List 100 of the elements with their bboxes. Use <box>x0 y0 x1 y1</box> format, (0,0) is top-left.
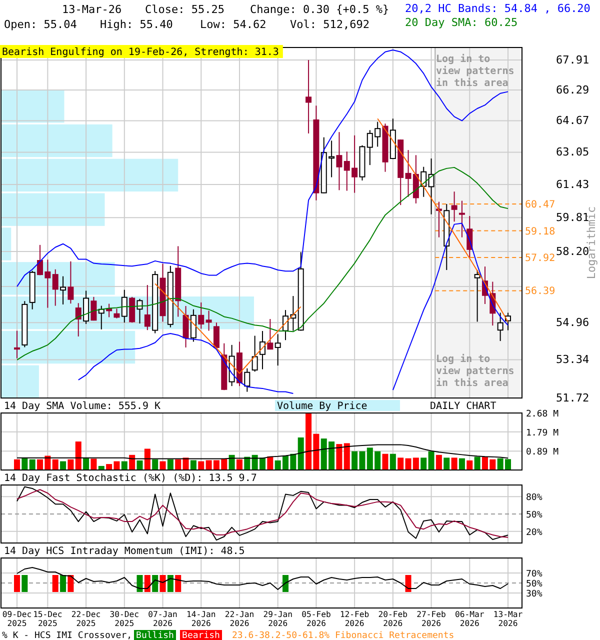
line-series <box>16 567 508 590</box>
bar <box>1 365 39 398</box>
text: Close: 55.25 <box>145 3 224 16</box>
bar <box>90 458 97 470</box>
candlestick <box>274 334 281 366</box>
text: Change: 0.30 {+0.5 %} <box>250 3 390 16</box>
candlestick <box>136 298 143 324</box>
candlestick <box>206 310 212 332</box>
y-tick-label: 54.96 <box>556 316 590 330</box>
text: Low: 54.62 <box>200 18 266 31</box>
x-tick-label: 09-Dec 2025 <box>2 609 32 628</box>
bar <box>83 458 90 470</box>
candlestick <box>75 302 82 337</box>
candlestick <box>83 290 90 324</box>
ref-line-label: 57.92 <box>525 253 556 264</box>
candlestick <box>121 289 128 324</box>
y-tick-label: 0.89 M <box>526 448 560 458</box>
text: DAILY CHART <box>430 401 496 412</box>
y-tick-label: 50% <box>526 510 543 520</box>
bar <box>14 459 20 470</box>
x-tick-label: 05-Feb 2026 <box>302 609 331 628</box>
text: Open: 55.04 <box>4 18 78 31</box>
candlestick <box>260 330 266 370</box>
candlestick <box>306 60 312 134</box>
x-tick-label: 20-Feb 2026 <box>378 609 408 628</box>
candlestick <box>267 318 274 350</box>
bar <box>344 443 350 470</box>
bar <box>52 459 58 470</box>
bar <box>428 451 434 470</box>
candlestick <box>505 312 511 331</box>
text: 20 Day SMA: 60.25 <box>405 16 518 29</box>
x-tick-label: 14-Jan 2026 <box>186 609 216 628</box>
y-tick-label: 20% <box>526 528 543 538</box>
y-tick-label: 50% <box>526 580 543 590</box>
bar <box>382 454 388 470</box>
y-tick-label: 58.20 <box>556 245 590 258</box>
bar <box>60 461 66 470</box>
line-series <box>16 444 508 460</box>
x-tick-label: 29-Jan 2026 <box>263 609 293 628</box>
bar <box>152 459 158 470</box>
annotation: Log in to view patterns in this area <box>436 353 514 389</box>
bar <box>466 460 473 470</box>
y-tick-label: 67.91 <box>556 54 590 67</box>
y-tick-label: 80% <box>526 493 543 504</box>
bar <box>474 456 480 470</box>
bar <box>1 330 136 364</box>
bar <box>198 461 204 470</box>
candlestick <box>60 276 66 305</box>
bar <box>121 461 128 470</box>
text: Vol: 512,692 <box>290 18 370 31</box>
y-tick-label: 59.81 <box>556 211 590 224</box>
x-tick-label: 07-Jan 2026 <box>148 609 178 628</box>
y-tick-label: 53.34 <box>556 353 590 366</box>
candlestick <box>244 368 250 392</box>
y-tick-label: 1.79 M <box>526 428 560 438</box>
candlestick <box>336 132 342 191</box>
x-tick-label: 27-Feb 2026 <box>416 609 446 628</box>
text: Bullish <box>136 631 174 640</box>
text: Bearish <box>182 631 220 640</box>
candlestick <box>458 200 465 238</box>
ref-line-label: 59.18 <box>525 226 556 238</box>
ref-line-label: 56.39 <box>525 286 556 298</box>
y-tick-label: 61.43 <box>556 178 590 191</box>
text: 20,2 HC Bands: 54.84 , 66.20 <box>405 2 590 15</box>
bar <box>22 458 28 470</box>
y-tick-label: 30% <box>526 590 543 600</box>
candlestick <box>114 308 120 319</box>
bar <box>1 90 64 123</box>
bar <box>136 460 143 470</box>
x-tick-label: 06-Mar 2026 <box>455 609 484 628</box>
x-tick-label: 30-Dec 2025 <box>110 609 140 628</box>
bar <box>390 454 396 470</box>
y-tick-label: 2.68 M <box>526 410 560 420</box>
bar <box>1 124 112 158</box>
bar <box>398 458 404 470</box>
candlestick <box>474 269 480 322</box>
candlestick <box>129 296 136 324</box>
bar <box>458 458 465 470</box>
x-tick-label: 22-Dec 2025 <box>71 609 101 628</box>
y-tick-label: 66.29 <box>556 84 590 97</box>
bar <box>336 444 342 470</box>
bar <box>451 458 458 470</box>
chart-title: 14 Day Fast Stochastic (%K) (%D): 13.5 9.7 <box>4 473 257 484</box>
chart-title: 14 Day HCS Intraday Momentum (IMI): 48.5 <box>4 546 245 557</box>
ref-line-label: 60.47 <box>525 200 556 211</box>
text: 13-Mar-26 <box>62 3 122 16</box>
x-tick-label: 22-Jan 2026 <box>224 609 254 628</box>
text: High: 55.40 <box>100 18 173 31</box>
x-tick-label: 13-Mar 2026 <box>493 609 523 628</box>
bar <box>444 458 450 470</box>
bar <box>228 454 235 470</box>
candlestick <box>14 330 20 359</box>
bar <box>167 459 174 470</box>
candlestick <box>144 284 150 331</box>
y-tick-label: 64.67 <box>556 114 590 128</box>
candlestick <box>451 191 458 222</box>
candlestick <box>436 201 442 238</box>
chart-title: 14 Day SMA Volume: 555.9 K <box>4 401 161 412</box>
candlestick <box>52 268 58 306</box>
text: Volume By Price <box>277 401 368 412</box>
